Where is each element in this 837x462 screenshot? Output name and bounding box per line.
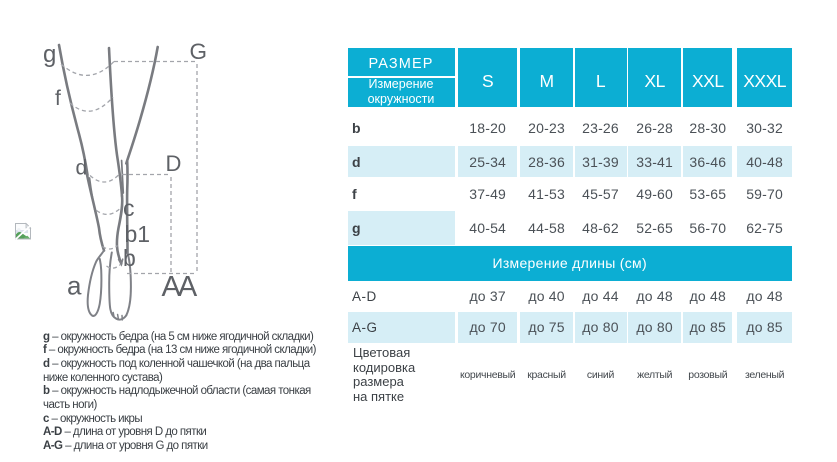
svg-text:c: c	[123, 195, 135, 221]
svg-text:b: b	[123, 245, 136, 271]
svg-text:f: f	[55, 87, 61, 110]
svg-text:a: a	[67, 271, 82, 301]
svg-text:G: G	[190, 39, 208, 64]
svg-text:g: g	[43, 41, 56, 68]
svg-text:b1: b1	[125, 221, 151, 247]
svg-text:AA: AA	[162, 271, 198, 303]
svg-text:D: D	[166, 151, 182, 176]
svg-text:d: d	[76, 157, 88, 180]
